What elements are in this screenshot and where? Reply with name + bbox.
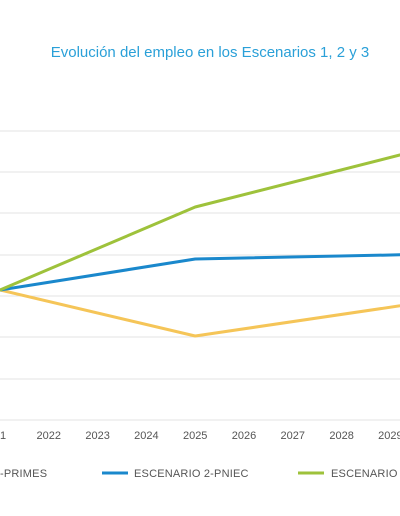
x-tick-label: 2024 [134,430,158,442]
x-tick-label: 2028 [329,430,353,442]
series-line-2 [0,153,400,292]
legend: -PRIMES ESCENARIO 2-PNIEC ESCENARIO 3 [0,468,400,480]
gridlines [0,130,400,421]
series-line-0 [0,288,400,338]
x-axis-ticks: 21 2022 2023 2024 2025 2026 2027 2028 2029 [0,430,400,442]
x-tick-label: 2022 [37,430,61,442]
chart-title: Evolución del empleo en los Escenarios 1… [50,44,370,61]
x-tick-label: 2025 [183,430,207,442]
x-tick-label: 21 [0,430,6,442]
legend-label-2: ESCENARIO 3 [331,468,400,480]
series-line-1 [0,253,400,292]
legend-label-1: ESCENARIO 2-PNIEC [134,468,249,480]
x-tick-label: 2029 [378,430,400,442]
x-tick-label: 2027 [281,430,305,442]
legend-label-0: -PRIMES [0,468,47,480]
series-lines [0,153,400,338]
x-tick-label: 2026 [232,430,256,442]
x-tick-label: 2023 [85,430,109,442]
